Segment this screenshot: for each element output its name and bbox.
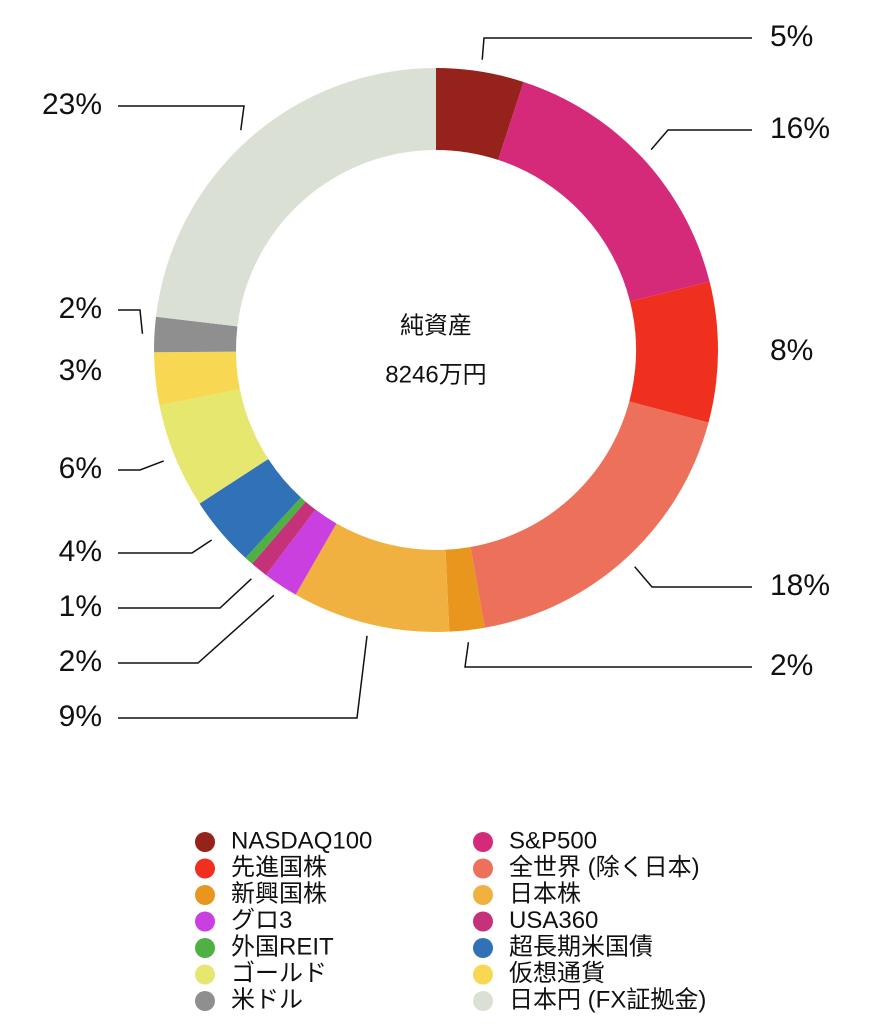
- legend-label: 全世界 (除く日本): [509, 854, 700, 881]
- legend-label: 仮想通貨: [509, 960, 605, 987]
- leader-line: [118, 578, 252, 609]
- legend-label: 超長期米国債: [509, 933, 653, 960]
- leader-line: [481, 37, 752, 60]
- legend-label: 米ドル: [231, 986, 303, 1013]
- leader-line: [118, 105, 245, 131]
- legend-label: 日本株: [509, 880, 581, 907]
- donut-segment: [295, 523, 450, 632]
- center-title: 純資産: [400, 312, 472, 339]
- legend-label: 外国REIT: [231, 933, 334, 960]
- value-label: 6%: [59, 452, 102, 485]
- leader-line: [118, 594, 275, 664]
- value-label: 9%: [59, 700, 102, 733]
- legend-label: ゴールド: [231, 960, 327, 987]
- legend-marker: [473, 991, 493, 1011]
- legend-label: USA360: [509, 907, 598, 934]
- donut-segment: [436, 68, 524, 160]
- leader-line: [634, 566, 752, 588]
- legend-marker: [473, 911, 493, 932]
- legend-marker: [195, 964, 215, 985]
- legend-marker: [473, 832, 493, 852]
- legend-label: NASDAQ100: [231, 827, 372, 854]
- leader-line: [118, 309, 144, 334]
- legend-marker: [195, 991, 215, 1011]
- value-label: 4%: [59, 535, 102, 568]
- center-value: 8246万円: [385, 361, 486, 388]
- value-label: 3%: [59, 354, 102, 387]
- legend-label: 先進国株: [231, 854, 327, 881]
- legend-marker: [473, 964, 493, 985]
- legend-marker: [195, 911, 215, 932]
- donut-segment: [445, 546, 485, 632]
- donut-segment: [629, 281, 718, 423]
- donut-segment: [265, 509, 337, 595]
- leader-line: [118, 460, 164, 471]
- value-label: 2%: [59, 292, 102, 325]
- donut-segment: [154, 316, 238, 353]
- value-label: 2%: [59, 645, 102, 678]
- value-label: 23%: [42, 88, 102, 121]
- leader-line: [464, 642, 752, 668]
- legend-marker: [195, 885, 215, 905]
- donut-segment: [154, 351, 240, 406]
- legend-label: 日本円 (FX証拠金): [509, 986, 706, 1013]
- value-label: 8%: [770, 334, 813, 367]
- legend-marker: [473, 858, 493, 879]
- legend-marker: [195, 938, 215, 958]
- legend-label: S&P500: [509, 827, 597, 854]
- value-label: 18%: [770, 569, 830, 602]
- leader-line: [118, 635, 368, 719]
- value-label: 1%: [59, 590, 102, 623]
- legend-label: 新興国株: [231, 880, 327, 907]
- donut-segment: [199, 458, 301, 558]
- donut-segment: [470, 401, 709, 628]
- value-label: 16%: [770, 112, 830, 145]
- legend-marker: [195, 832, 215, 852]
- leader-line: [650, 129, 752, 151]
- legend-marker: [473, 885, 493, 905]
- legend-marker: [195, 858, 215, 879]
- value-label: 5%: [770, 20, 813, 53]
- value-label: 2%: [770, 649, 813, 682]
- leader-line: [118, 539, 213, 554]
- donut-segment: [159, 389, 269, 504]
- donut-segment: [252, 501, 316, 575]
- donut-segment: [498, 81, 710, 302]
- legend-label: グロ3: [231, 907, 292, 934]
- donut-segment: [245, 497, 306, 564]
- donut-segment: [155, 68, 436, 327]
- legend-marker: [473, 938, 493, 958]
